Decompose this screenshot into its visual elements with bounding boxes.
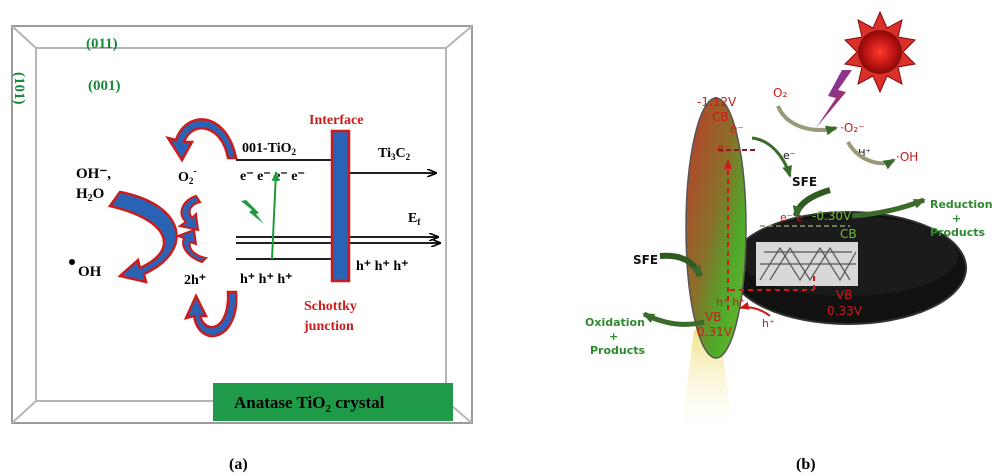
water-label: H2O	[76, 186, 104, 204]
caption-b: (b)	[796, 456, 816, 473]
hydroxyl-radical-b: ·OH	[896, 150, 918, 164]
lightning-icon	[241, 200, 264, 224]
arrow-electron-to-o2	[165, 118, 238, 163]
oxidation-label: Oxidation	[585, 316, 645, 329]
arrow-o2-to-radical	[776, 105, 838, 136]
schottky-label: Schottky	[304, 299, 357, 314]
panel-b: -1.12V CB e⁻ e⁻ O₂ ·O₂⁻ H⁺ ·OH e⁻ SFE -0…	[585, 10, 993, 473]
arrow-radical-to-oh	[846, 140, 896, 170]
sfe-left-label: SFE	[633, 253, 658, 267]
lattice-pattern	[759, 246, 857, 282]
crystal-edge	[11, 400, 37, 424]
holes-left: h⁺ h⁺	[716, 296, 745, 309]
reduction-plus: +	[952, 212, 961, 225]
vb-right-value: 0.33V	[827, 304, 863, 318]
reduction-label: Reduction	[930, 198, 993, 211]
ef-label: Ef	[408, 211, 421, 227]
banner-text: Anatase TiO2 crystal	[234, 393, 385, 415]
two-holes-label: 2h⁺	[184, 273, 206, 288]
vb-right-label: VB	[836, 288, 852, 302]
crystal-edge	[445, 25, 473, 49]
o2-label: O₂	[773, 86, 787, 100]
arrow-o2-small	[177, 194, 202, 232]
excitation-arrow	[271, 171, 280, 260]
arrow-holes-to-surface	[183, 290, 238, 338]
oxidation-plus: +	[609, 330, 618, 343]
electron-flow: e⁻	[783, 149, 796, 162]
arrow-holes-small	[175, 228, 209, 264]
banner-box	[213, 383, 453, 421]
sun-icon	[843, 10, 917, 94]
arrow-electron-transfer	[751, 136, 792, 178]
radical-dot	[69, 259, 75, 265]
arrow-reduction	[851, 197, 926, 219]
hole-right: h⁺	[762, 317, 775, 330]
electron-top: e⁻	[730, 122, 744, 136]
arrow-oxidation	[642, 311, 705, 327]
interface-bar	[330, 129, 351, 283]
holes-ti3c2: h⁺ h⁺ h⁺	[356, 259, 409, 274]
cb-left-value: -1.12V	[697, 95, 737, 109]
reduction-products: Products	[930, 226, 986, 239]
cb-left-label: CB	[712, 110, 729, 124]
lightning-bolt-icon	[816, 70, 852, 128]
proton-label: H⁺	[858, 148, 871, 159]
holes-vb: h⁺ h⁺ h⁺	[240, 272, 293, 287]
hydroxyl-radical-label: OH	[78, 264, 102, 280]
electron-mid: e⁻	[717, 141, 731, 155]
tio2-label: 001-TiO2	[242, 141, 297, 157]
sfe-right-label: SFE	[792, 175, 817, 189]
ti3c2-label: Ti3C2	[378, 146, 411, 162]
arrow-oh-to-radical	[107, 190, 178, 284]
crystal-outer-frame	[11, 25, 473, 424]
vb-left-label: VB	[705, 310, 721, 324]
arrow-sfe-right	[792, 187, 831, 218]
superoxide-label: O2-	[178, 166, 197, 186]
electrons-right: e⁻ e⁻	[780, 211, 809, 224]
caption-a: (a)	[229, 456, 248, 473]
facet-101-label: (101)	[11, 72, 27, 105]
cb-right-label: CB	[840, 227, 857, 241]
electrons-cb: e⁻ e⁻ e⁻ e⁻	[240, 169, 305, 184]
arrow-sfe-left	[659, 252, 703, 278]
vb-left-value: 0.31V	[697, 325, 733, 339]
arrow-hole-transfer	[739, 301, 771, 317]
junction-label: junction	[303, 319, 354, 334]
facet-001-label: (001)	[88, 78, 121, 94]
facet-011-label: (011)	[86, 36, 118, 52]
oxidation-products: Products	[590, 344, 646, 357]
crystal-edge	[11, 25, 37, 49]
hydroxide-label: OH⁻,	[76, 166, 111, 182]
cb-right-value: -0.30V	[812, 209, 852, 223]
interface-label: Interface	[309, 113, 363, 128]
superoxide-radical: ·O₂⁻	[840, 121, 864, 135]
panel-a: (011) (001) (101) Interface 001-TiO2 Ti3…	[11, 25, 473, 473]
